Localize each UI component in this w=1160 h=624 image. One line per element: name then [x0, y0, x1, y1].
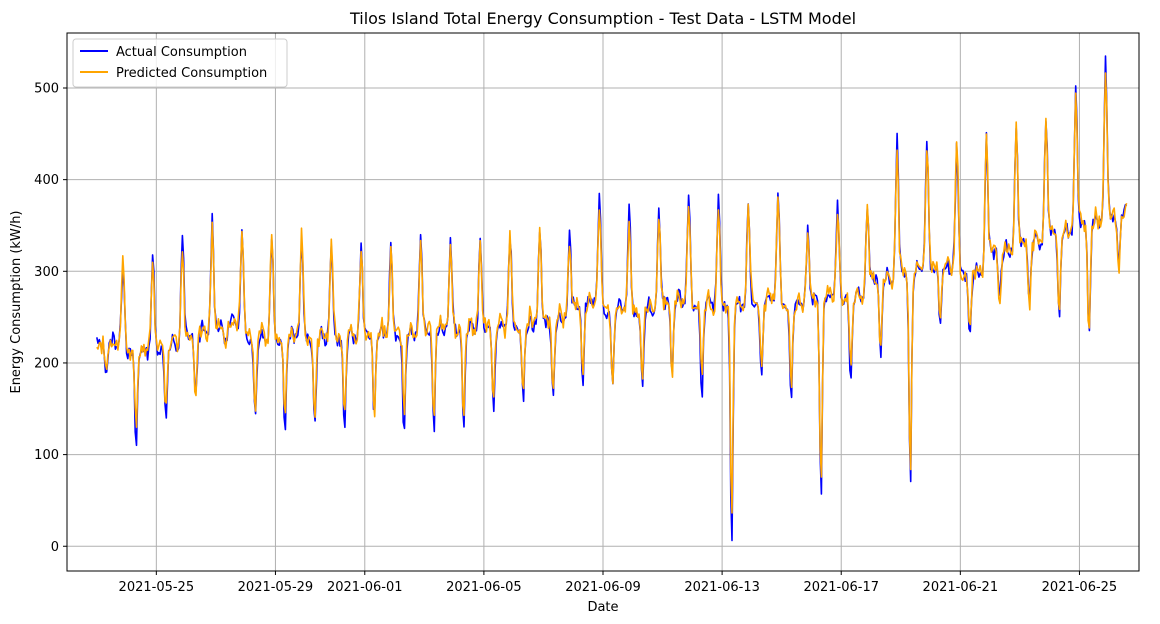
chart-title: Tilos Island Total Energy Consumption - … [349, 9, 856, 28]
y-tick-label: 0 [51, 540, 59, 555]
legend-box [72, 38, 288, 88]
x-tick-label: 2021-06-05 [446, 580, 522, 595]
y-tick-label: 500 [34, 81, 59, 96]
x-tick-label: 2021-05-29 [238, 580, 314, 595]
y-axis-ticks: 0 100 200 300 400 500 [34, 81, 67, 555]
x-tick-label: 2021-06-17 [803, 580, 879, 595]
x-tick-label: 2021-06-21 [923, 580, 999, 595]
x-axis-label: Date [587, 600, 618, 615]
y-tick-label: 400 [34, 173, 59, 188]
series-lines [96, 55, 1128, 542]
x-tick-label: 2021-06-09 [565, 580, 641, 595]
x-tick-label: 2021-06-13 [684, 580, 760, 595]
x-axis-ticks: 2021-05-25 2021-05-29 2021-06-01 2021-06-05… [119, 571, 1118, 595]
series-line-predicted [96, 72, 1128, 514]
y-tick-label: 100 [34, 448, 59, 463]
x-tick-label: 2021-05-25 [119, 580, 195, 595]
y-tick-label: 300 [34, 265, 59, 280]
legend-label-predicted: Predicted Consumption [116, 66, 267, 81]
y-tick-label: 200 [34, 356, 59, 371]
x-tick-label: 2021-06-01 [327, 580, 403, 595]
y-axis-label: Energy Consumption (kW/h) [9, 210, 24, 393]
x-tick-label: 2021-06-25 [1042, 580, 1118, 595]
legend: Actual Consumption Predicted Consumption [72, 38, 288, 88]
legend-label-actual: Actual Consumption [116, 45, 247, 60]
